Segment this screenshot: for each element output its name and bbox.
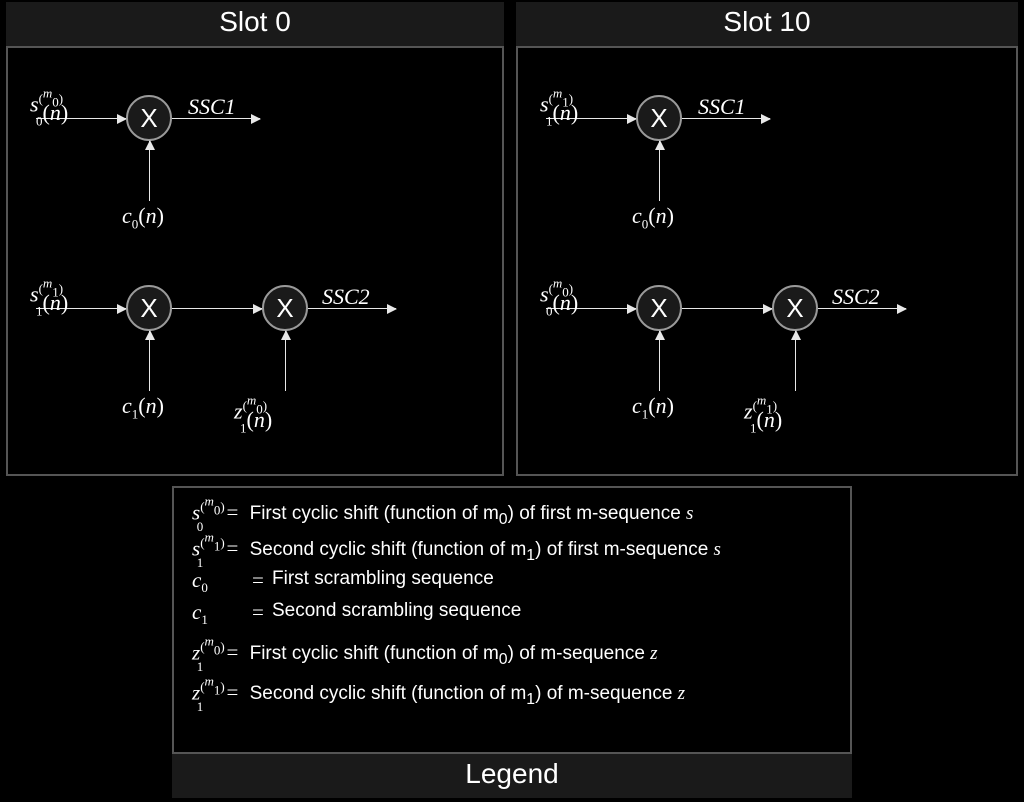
slot10-bot-c-label: c1(n) xyxy=(632,393,674,422)
slot10-top-output-label: SSC1 xyxy=(698,94,746,120)
slot0-top-output-label: SSC1 xyxy=(188,94,236,120)
slot10-bot-multiplier2: X xyxy=(772,285,818,331)
slot0-bot-output-label: SSC2 xyxy=(322,284,370,310)
legend-row-2: c0 = First scrambling sequence xyxy=(192,568,208,596)
slot10-top-c-label: c0(n) xyxy=(632,203,674,232)
multiplier-x-icon: X xyxy=(650,293,667,323)
diagram-root: Slot 0 Slot 10 X s(m0)0(n) SSC1 c0(n) X … xyxy=(0,0,1024,802)
legend-row-5: z(m1)1 = Second cyclic shift (function o… xyxy=(192,674,689,709)
slot10-bot-v1-arrow xyxy=(659,331,660,391)
slot10-title: Slot 10 xyxy=(723,6,810,37)
slot0-bot-multiplier1: X xyxy=(126,285,172,331)
slot0-top-input-label: s(m0)0(n) xyxy=(30,86,63,147)
slot0-header: Slot 0 xyxy=(6,2,504,46)
slot0-bot-v2-arrow xyxy=(285,331,286,391)
multiplier-x-icon: X xyxy=(650,103,667,133)
multiplier-x-icon: X xyxy=(276,293,293,323)
slot0-bot-mid-arrow xyxy=(172,308,262,309)
slot10-bot-input-label: s(m0)0(n) xyxy=(540,276,573,337)
slot10-bot-multiplier1: X xyxy=(636,285,682,331)
multiplier-x-icon: X xyxy=(140,293,157,323)
slot0-bot-z-label: z(m0)1(n) xyxy=(234,393,267,454)
slot0-bot-v1-arrow xyxy=(149,331,150,391)
slot0-top-v-arrow xyxy=(149,141,150,201)
slot10-panel: X s(m1)1(n) SSC1 c0(n) X X s(m0)0(n) SSC… xyxy=(516,46,1018,476)
slot10-bot-z-label: z(m1)1(n) xyxy=(744,393,777,454)
legend-row-0: s(m0)0 = First cyclic shift (function of… xyxy=(192,494,697,529)
slot0-bot-multiplier2: X xyxy=(262,285,308,331)
legend-row-4: z(m0)1 = First cyclic shift (function of… xyxy=(192,634,662,669)
legend-row-3: c1 = Second scrambling sequence xyxy=(192,600,208,628)
slot10-bot-mid-arrow xyxy=(682,308,772,309)
slot10-top-v-arrow xyxy=(659,141,660,201)
multiplier-x-icon: X xyxy=(786,293,803,323)
slot0-panel: X s(m0)0(n) SSC1 c0(n) X X s(m1)1(n) SSC… xyxy=(6,46,504,476)
legend-title: Legend xyxy=(465,758,558,789)
slot0-bot-input-label: s(m1)1(n) xyxy=(30,276,63,337)
legend-row-1: s(m1)1 = Second cyclic shift (function o… xyxy=(192,530,725,565)
slot0-top-multiplier: X xyxy=(126,95,172,141)
slot0-title: Slot 0 xyxy=(219,6,291,37)
slot10-top-input-label: s(m1)1(n) xyxy=(540,86,573,147)
legend-header: Legend xyxy=(172,754,852,798)
multiplier-x-icon: X xyxy=(140,103,157,133)
slot10-top-multiplier: X xyxy=(636,95,682,141)
slot10-header: Slot 10 xyxy=(516,2,1018,46)
slot0-top-c-label: c0(n) xyxy=(122,203,164,232)
slot0-bot-c-label: c1(n) xyxy=(122,393,164,422)
slot10-bot-output-label: SSC2 xyxy=(832,284,880,310)
slot10-bot-v2-arrow xyxy=(795,331,796,391)
